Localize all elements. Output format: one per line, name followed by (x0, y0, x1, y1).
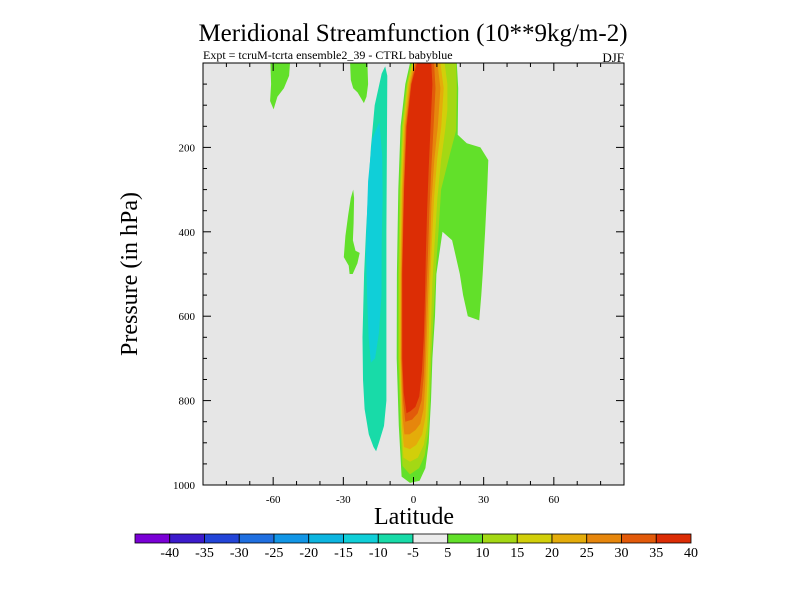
y-tick-label: 1000 (173, 480, 196, 492)
colorbar-label: 25 (580, 546, 594, 561)
colorbar-label: -15 (334, 546, 353, 561)
x-axis-label: Latitude (374, 504, 454, 530)
colorbar-swatch (343, 533, 379, 544)
colorbar-label: -20 (299, 546, 318, 561)
colorbar-label: -10 (369, 546, 388, 561)
colorbar-label: -5 (407, 546, 419, 561)
axis-ticks (203, 63, 624, 486)
y-tick-label: 800 (179, 396, 196, 408)
colorbar-label: -40 (160, 546, 179, 561)
patch-upper-mid (350, 63, 369, 104)
y-tick-label: 200 (179, 142, 196, 154)
colorbar-swatch (412, 533, 449, 544)
colorbar-label: 15 (510, 546, 524, 561)
patch-upper-left (270, 63, 290, 110)
x-tick-label: 30 (478, 494, 490, 506)
colorbar-label: 35 (649, 546, 663, 561)
y-tick-label: 600 (179, 311, 196, 323)
colorbar-swatch (204, 533, 240, 544)
colorbar (134, 533, 692, 544)
x-tick-label: 60 (548, 494, 560, 506)
patch-left-flank (343, 189, 360, 274)
colorbar-label: 5 (444, 546, 451, 561)
colorbar-swatch (308, 533, 344, 544)
colorbar-label: 20 (545, 546, 559, 561)
colorbar-label: -25 (265, 546, 284, 561)
x-tick-label: -60 (266, 494, 281, 506)
colorbar-swatch (447, 533, 483, 544)
season-label: DJF (602, 50, 624, 65)
colorbar-swatch (169, 533, 205, 544)
colorbar-swatch (273, 533, 310, 544)
colorbar-swatch (482, 533, 518, 544)
colorbar-label: -30 (230, 546, 249, 561)
negative-cell-inner (366, 122, 383, 363)
colorbar-label: 30 (615, 546, 629, 561)
colorbar-swatch (238, 533, 275, 544)
colorbar-label: 40 (684, 546, 698, 561)
colorbar-label: -35 (195, 546, 214, 561)
y-tick-labels: 200 400 600 800 1000 (173, 142, 196, 492)
y-axis-label: Pressure (in hPa) (117, 192, 143, 356)
colorbar-labels: -40 -35 -30 -25 -20 -15 -10 -5 5 10 15 20 25 30 35 40 (160, 546, 698, 561)
x-tick-label: -30 (336, 494, 351, 506)
colorbar-swatch (586, 533, 622, 544)
x-tick-labels: -60 -30 0 30 60 (266, 494, 560, 506)
colorbar-swatch (655, 533, 692, 544)
colorbar-label: 10 (476, 546, 490, 561)
y-tick-label: 400 (179, 227, 196, 239)
x-tick-label: 0 (411, 494, 417, 506)
chart-subtitle: Expt = tcruM-tcrta ensemble2_39 - CTRL b… (203, 48, 453, 62)
positive-cell-40-core (402, 63, 433, 414)
colorbar-swatch (516, 533, 553, 544)
chart-title: Meridional Streamfunction (10**9kg/m-2) (198, 20, 627, 47)
contour-regions (270, 63, 489, 483)
colorbar-swatch (551, 533, 588, 544)
colorbar-swatch (134, 533, 171, 544)
colorbar-swatch (377, 533, 414, 544)
colorbar-swatch (621, 533, 657, 544)
